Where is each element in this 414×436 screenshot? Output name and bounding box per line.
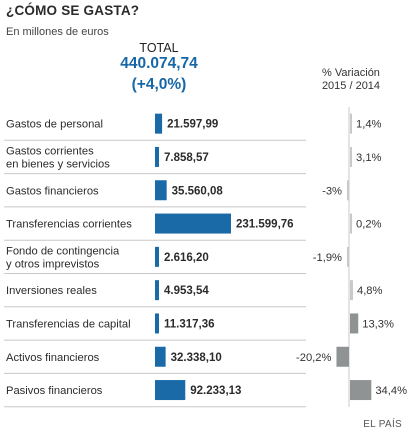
variation-label: 13,3% (362, 318, 394, 330)
variation-label: -20,2% (296, 352, 331, 364)
category-label: Gastos financieros (6, 185, 99, 197)
value-label: 11.317,36 (164, 318, 215, 330)
variation-bar (350, 313, 359, 334)
value-label: 2.616,20 (164, 252, 209, 264)
value-label: 21.597,99 (167, 119, 218, 131)
value-bar (155, 113, 163, 134)
category-label: Fondo de contingencia (6, 245, 120, 257)
value-label: 92.233,13 (190, 385, 241, 397)
variation-label: 34,4% (375, 385, 407, 397)
category-label: Transferencias de capital (6, 318, 131, 330)
value-bar (155, 380, 186, 401)
variation-bar (347, 246, 349, 267)
value-bar (155, 346, 166, 367)
source-credit: EL PAÍS (363, 419, 402, 430)
total-change: (+4,0%) (131, 76, 187, 93)
variation-bar (350, 380, 372, 401)
variation-bar (350, 146, 352, 167)
variation-label: 4,8% (357, 285, 383, 297)
value-label: 4.953,54 (164, 285, 209, 297)
chart-subtitle: En millones de euros (6, 26, 109, 38)
category-label: Gastos de personal (6, 119, 103, 131)
value-label: 231.599,76 (236, 219, 294, 231)
value-bar (155, 146, 159, 167)
value-bar (155, 313, 159, 334)
category-label: Transferencias corrientes (6, 219, 132, 231)
variation-bar (347, 180, 349, 201)
category-label: y otros imprevistos (6, 258, 100, 270)
variation-header-line2: 2015 / 2014 (321, 80, 381, 92)
category-label: Activos financieros (6, 352, 100, 364)
variation-bar (350, 280, 353, 301)
variation-label: 0,2% (356, 219, 382, 231)
variation-bar (336, 346, 349, 367)
value-label: 35.560,08 (172, 185, 224, 197)
variation-label: -1,9% (313, 252, 342, 264)
variation-bar (350, 213, 352, 234)
total-value: 440.074,74 (120, 55, 198, 72)
variation-label: 3,1% (356, 152, 382, 164)
variation-header-line1: % Variación (322, 67, 380, 79)
value-label: 32.338,10 (171, 352, 222, 364)
variation-label: 1,4% (356, 119, 382, 131)
value-bar (155, 280, 159, 301)
variation-bar (350, 113, 352, 134)
category-label: Pasivos financieros (6, 385, 103, 397)
value-label: 7.858,57 (164, 152, 209, 164)
variation-label: -3% (322, 185, 342, 197)
chart-title: ¿CÓMO SE GASTA? (6, 3, 140, 18)
value-bar (155, 213, 231, 234)
value-bar (155, 246, 159, 267)
category-label: Inversiones reales (6, 285, 97, 297)
category-label: en bienes y servicios (6, 158, 110, 170)
value-bar (155, 180, 167, 201)
total-label: TOTAL (139, 41, 179, 55)
category-label: Gastos corrientes (6, 145, 94, 157)
variation-header: % Variación 2015 / 2014 (306, 67, 396, 93)
